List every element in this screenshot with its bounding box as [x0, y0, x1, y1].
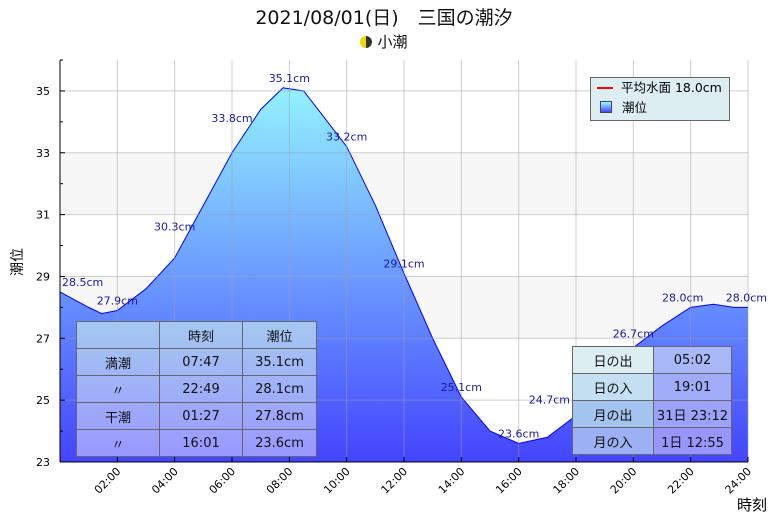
data-label: 28.0cm — [662, 291, 703, 304]
data-label: 33.2cm — [326, 131, 367, 144]
y-tick-label: 33 — [36, 147, 50, 160]
cell: 干潮 — [76, 402, 160, 430]
gradient-swatch-icon — [600, 101, 612, 113]
x-tick-label: 10:00 — [321, 465, 353, 497]
x-tick-label: 04:00 — [149, 465, 181, 497]
cell: 19:01 — [653, 373, 732, 401]
table-row: 干潮 01:27 27.8cm — [76, 402, 317, 430]
cell: 31日 23:12 — [653, 400, 732, 428]
x-tick-label: 06:00 — [207, 465, 239, 497]
data-label: 30.3cm — [154, 220, 195, 233]
data-label: 35.1cm — [269, 72, 310, 85]
legend-mean-label: 平均水面 18.0cm — [621, 80, 722, 95]
table-header: 時刻 潮位 — [76, 321, 317, 349]
table-row: 〃 22:49 28.1cm — [76, 375, 317, 403]
legend-tide-label: 潮位 — [622, 100, 648, 115]
x-tick-label: 08:00 — [264, 465, 296, 497]
table-row: 日の出 05:02 — [572, 346, 732, 374]
table-row: 日の入 19:01 — [572, 373, 732, 401]
cell: 満潮 — [76, 348, 160, 376]
sun-moon-table: 日の出 05:02 日の入 19:01 月の出 31日 23:12 月の入 1日 12:… — [572, 346, 732, 455]
y-tick-label: 35 — [36, 85, 50, 98]
cell: 35.1cm — [242, 348, 317, 376]
tide-type: 小潮 — [377, 33, 408, 51]
data-label: 23.6cm — [498, 427, 539, 440]
x-tick-label: 24:00 — [723, 465, 755, 497]
cell: 27.8cm — [242, 402, 317, 430]
cell: 28.1cm — [242, 375, 317, 403]
y-tick-label: 23 — [36, 456, 50, 469]
x-tick-label: 22:00 — [665, 465, 697, 497]
y-tick-label: 31 — [36, 209, 50, 222]
cell: 16:01 — [159, 429, 243, 457]
data-label: 26.7cm — [613, 328, 654, 341]
cell: 22:49 — [159, 375, 243, 403]
x-tick-label: 14:00 — [436, 465, 468, 497]
header-cell — [76, 321, 160, 349]
cell: 05:02 — [653, 346, 732, 374]
cell: 23.6cm — [242, 429, 317, 457]
x-tick-label: 18:00 — [551, 465, 583, 497]
x-axis-label: 時刻 — [737, 496, 767, 512]
table-row: 満潮 07:47 35.1cm — [76, 348, 317, 376]
table-row: 月の出 31日 23:12 — [572, 400, 732, 428]
data-label: 28.0cm — [726, 291, 767, 304]
cell: 日の入 — [572, 373, 654, 401]
tide-line — [59, 87, 748, 444]
cell: 月の出 — [572, 400, 654, 428]
cell: 07:47 — [159, 348, 243, 376]
cell: 1日 12:55 — [653, 427, 732, 455]
legend: 平均水面 18.0cm 潮位 — [590, 77, 730, 121]
cell: 〃 — [76, 375, 160, 403]
red-line-icon — [597, 87, 613, 89]
x-tick-label: 20:00 — [608, 465, 640, 497]
header-cell: 潮位 — [242, 321, 317, 349]
cell: 〃 — [76, 429, 160, 457]
y-tick-label: 27 — [36, 332, 50, 345]
data-label: 25.1cm — [441, 381, 482, 394]
data-label: 24.7cm — [529, 393, 570, 406]
table-row: 月の入 1日 12:55 — [572, 427, 732, 455]
cell: 月の入 — [572, 427, 654, 455]
first-quarter-moon-icon — [360, 36, 373, 48]
data-label: 28.5cm — [62, 276, 103, 289]
chart-title: 2021/08/01(日) 三国の潮汐 — [255, 7, 513, 29]
tide-table: 時刻 潮位 満潮 07:47 35.1cm 〃 22:49 28.1cm 干潮 01:27 2… — [76, 321, 317, 457]
y-axis-label: 潮位 — [10, 248, 26, 276]
y-tick-label: 25 — [36, 394, 50, 407]
data-label: 27.9cm — [97, 294, 138, 307]
table-row: 〃 16:01 23.6cm — [76, 429, 317, 457]
header-cell: 時刻 — [159, 321, 243, 349]
legend-tide: 潮位 — [591, 98, 729, 118]
chart-subtitle: 小潮 — [0, 31, 768, 52]
legend-mean: 平均水面 18.0cm — [591, 78, 729, 98]
x-tick-label: 12:00 — [379, 465, 411, 497]
y-tick-label: 29 — [36, 270, 50, 283]
data-label: 33.8cm — [211, 112, 252, 125]
cell: 日の出 — [572, 346, 654, 374]
cell: 01:27 — [159, 402, 243, 430]
x-tick-label: 16:00 — [493, 465, 525, 497]
x-tick-label: 02:00 — [92, 465, 124, 497]
data-label: 29.1cm — [383, 257, 424, 270]
